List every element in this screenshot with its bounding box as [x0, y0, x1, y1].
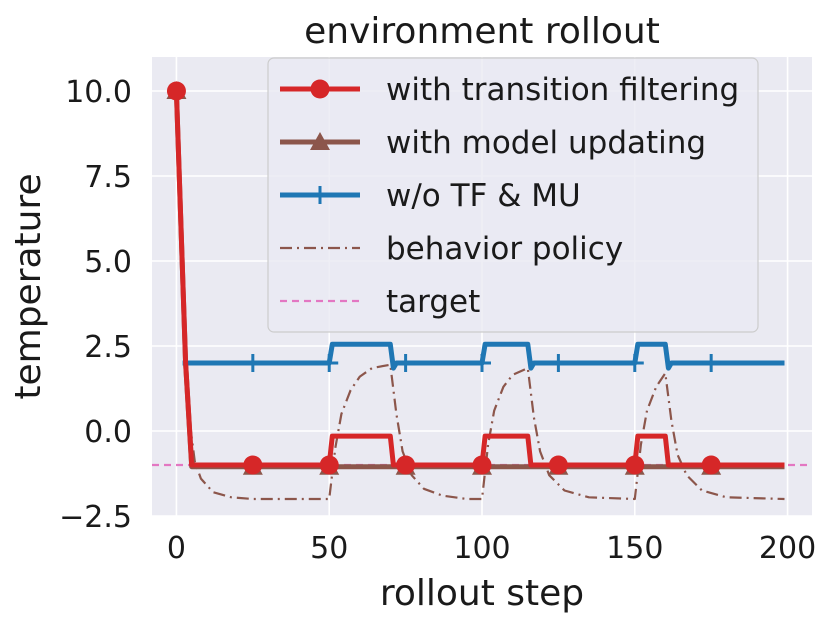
- data-point: [472, 455, 492, 475]
- legend-item: behavior policy: [280, 231, 623, 267]
- legend-label: with transition filtering: [386, 72, 739, 108]
- data-point: [625, 354, 644, 372]
- data-point: [243, 455, 263, 475]
- x-tick-label: 0: [167, 531, 186, 566]
- data-point: [319, 455, 339, 475]
- legend-label: target: [386, 284, 480, 320]
- legend-item: with transition filtering: [280, 72, 739, 108]
- legend-label: w/o TF & MU: [386, 178, 581, 214]
- series-with-transition-filtering: [166, 81, 785, 475]
- ticks: 0 50 100 150 200 −2.5 0.0 2.5 5.0 7.5 10.0: [59, 75, 816, 566]
- x-tick-label: 200: [759, 531, 816, 566]
- chart-title: environment rollout: [304, 11, 660, 52]
- y-axis-label: temperature: [8, 173, 49, 399]
- legend-label: behavior policy: [386, 231, 623, 267]
- legend-item: target: [280, 284, 480, 320]
- x-tick-label: 100: [453, 531, 510, 566]
- data-point: [549, 354, 568, 372]
- data-point: [701, 455, 721, 475]
- data-point: [702, 354, 721, 372]
- series-layer: [152, 81, 812, 501]
- legend-marker: [310, 79, 330, 99]
- x-axis-label: rollout step: [380, 573, 584, 614]
- x-tick-label: 50: [310, 531, 348, 566]
- series-w-o-tf-mu: [182, 341, 785, 372]
- legend-marker: [311, 186, 329, 204]
- series-line: [182, 341, 785, 371]
- legend-box: [267, 57, 759, 333]
- data-point: [625, 455, 645, 475]
- legend: with transition filtering with model upda…: [267, 57, 759, 333]
- data-point: [548, 455, 568, 475]
- legend-label: with model updating: [386, 125, 706, 161]
- data-point: [396, 455, 416, 475]
- data-point: [166, 81, 186, 101]
- y-tick-label: 0.0: [84, 415, 132, 450]
- y-tick-label: 5.0: [84, 245, 132, 280]
- x-tick-label: 150: [606, 531, 663, 566]
- legend-item: w/o TF & MU: [280, 178, 581, 214]
- legend-item: with model updating: [280, 125, 706, 161]
- y-tick-label: −2.5: [59, 500, 132, 535]
- y-tick-label: 10.0: [65, 75, 132, 110]
- y-tick-label: 7.5: [84, 160, 132, 195]
- data-point: [320, 354, 339, 372]
- y-tick-label: 2.5: [84, 330, 132, 365]
- data-point: [473, 354, 491, 372]
- legend-marker: [310, 132, 330, 150]
- data-point: [243, 354, 262, 372]
- data-point: [396, 354, 415, 372]
